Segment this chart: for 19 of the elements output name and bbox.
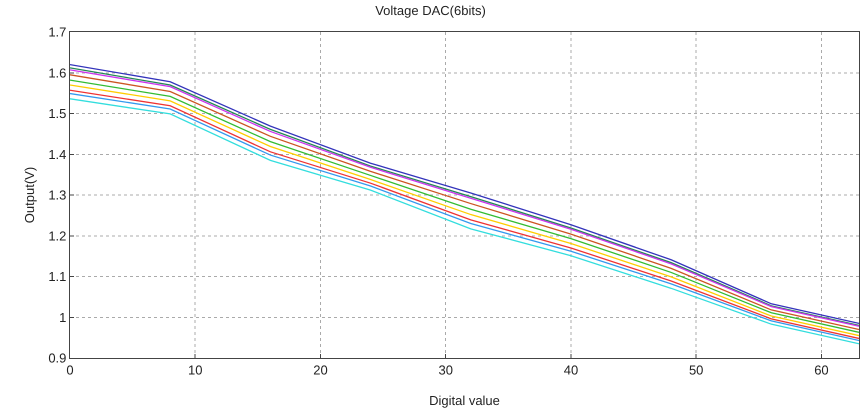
x-tick-label: 50 — [688, 362, 704, 378]
x-tick-label: 60 — [814, 362, 829, 378]
x-axis-title: Digital value — [429, 393, 500, 408]
x-tick-label: 40 — [564, 362, 578, 378]
y-tick-label: 1 — [59, 310, 66, 325]
y-tick-label: 0.9 — [48, 350, 66, 366]
y-axis-title: Output(V) — [22, 166, 37, 224]
y-tick-label: 1.6 — [48, 65, 66, 80]
y-tick-label: 1.1 — [48, 269, 66, 284]
x-tick-label: 30 — [438, 362, 453, 378]
y-tick-label: 1.7 — [48, 24, 66, 40]
y-tick-label: 1.3 — [48, 188, 66, 203]
chart-title: Voltage DAC(6bits) — [375, 3, 486, 18]
y-tick-label: 1.5 — [48, 106, 66, 122]
y-tick-label: 1.2 — [48, 228, 66, 244]
x-tick-label: 10 — [188, 362, 202, 378]
x-tick-label: 20 — [313, 362, 328, 378]
x-tick-label: 0 — [66, 362, 74, 378]
y-tick-label: 1.4 — [48, 146, 66, 162]
